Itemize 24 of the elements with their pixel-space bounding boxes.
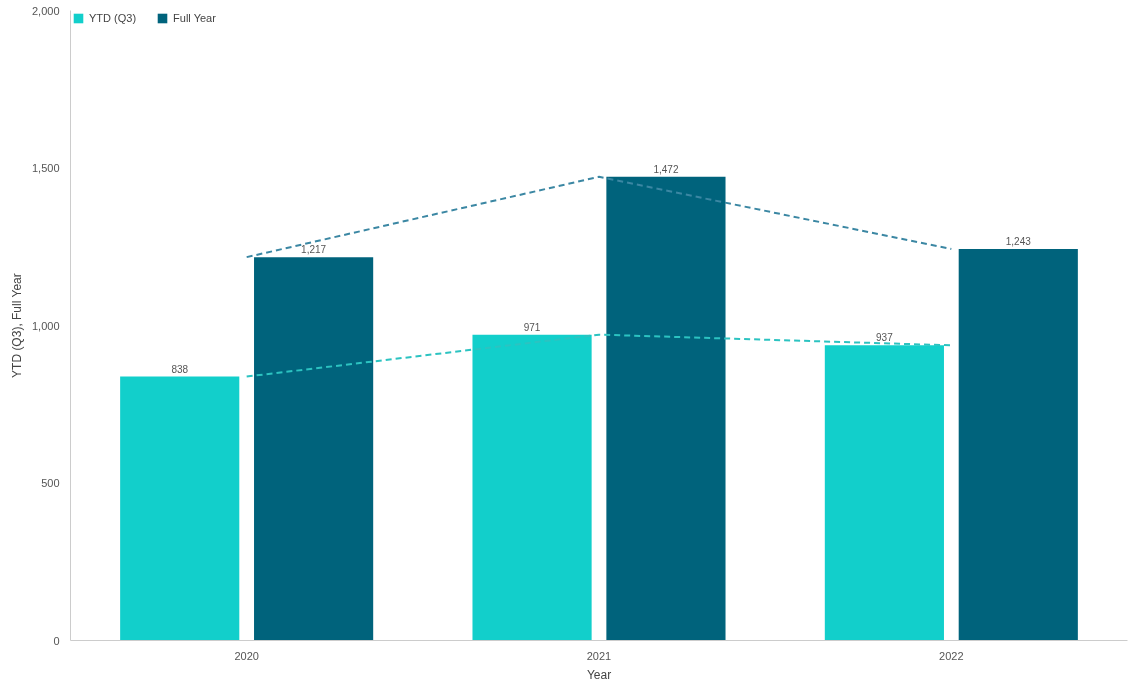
y-axis-title: YTD (Q3), Full Year [9,273,24,378]
y-tick-label: 0 [53,634,60,647]
y-tick-label: 1,000 [31,319,60,332]
legend-label: Full Year [173,12,216,24]
x-tick-label: 2021 [586,649,612,662]
bar [472,334,592,641]
y-tick-label: 2,000 [31,4,60,17]
bar [120,376,240,641]
bar [824,345,944,641]
data-label: 1,217 [301,244,327,256]
data-label: 1,472 [653,163,679,175]
bar [254,257,374,641]
y-tick-label: 1,500 [31,162,60,174]
data-label: 838 [171,363,189,375]
bar [606,176,726,641]
x-axis-title: Year [586,667,612,682]
x-tick-label: 2020 [234,649,259,662]
data-label: 937 [876,332,894,344]
bar [958,248,1078,641]
y-tick-label: 500 [41,477,60,489]
x-tick-label: 2022 [939,649,964,662]
legend-label: YTD (Q3) [89,12,137,24]
data-label: 1,243 [1005,235,1032,247]
data-label: 971 [523,321,541,333]
